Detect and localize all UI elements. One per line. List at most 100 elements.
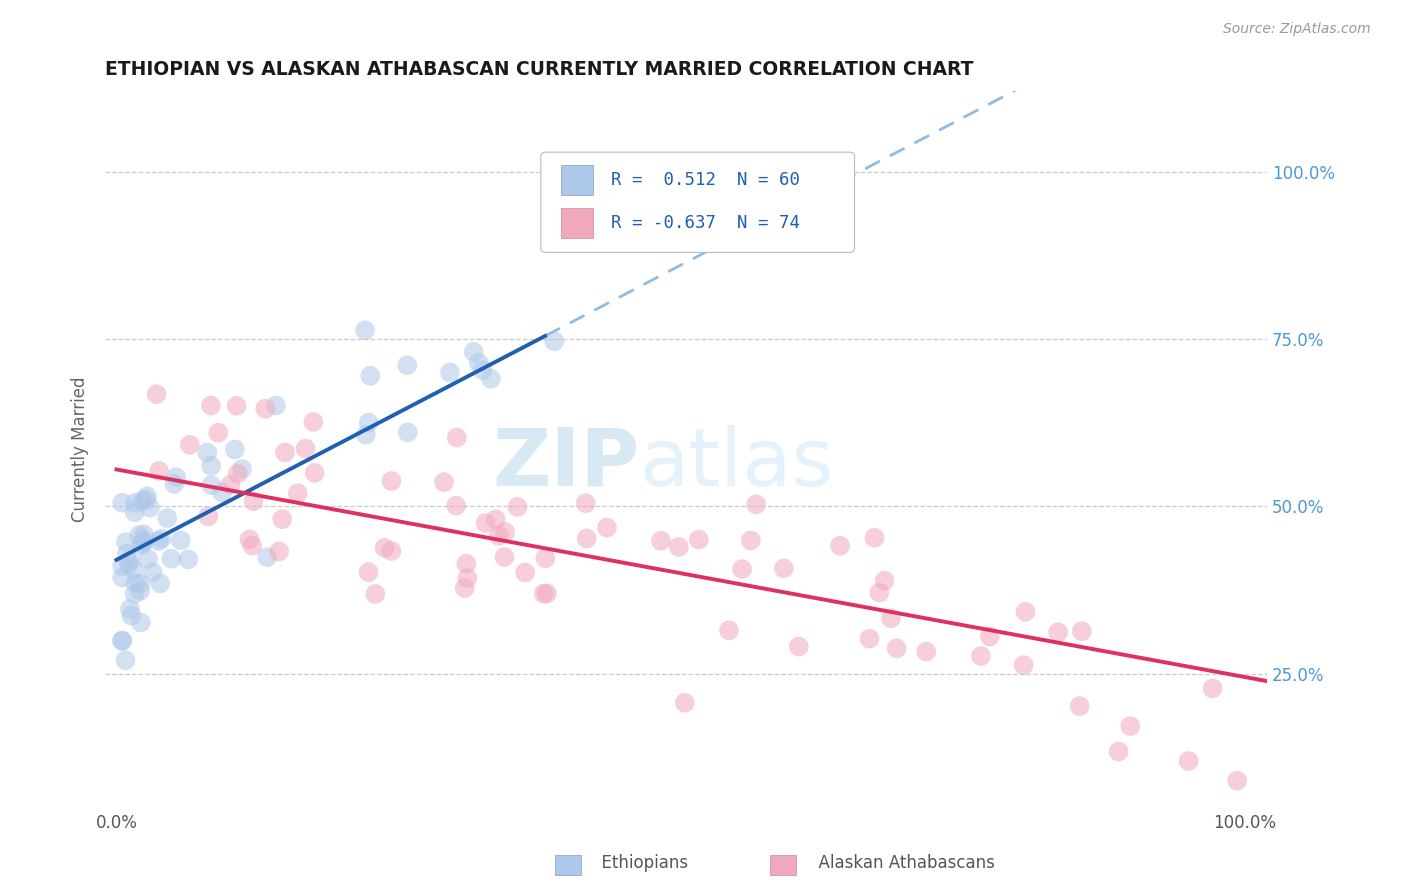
Point bbox=[129, 576, 152, 591]
Point bbox=[240, 539, 263, 553]
Point bbox=[132, 527, 155, 541]
Point bbox=[179, 438, 201, 452]
Point bbox=[128, 528, 150, 542]
Point bbox=[145, 387, 167, 401]
Point bbox=[506, 500, 529, 514]
Point bbox=[668, 540, 690, 554]
Point bbox=[873, 574, 896, 588]
Point bbox=[302, 415, 325, 429]
Point bbox=[456, 557, 478, 571]
Point bbox=[294, 442, 316, 456]
Text: Source: ZipAtlas.com: Source: ZipAtlas.com bbox=[1223, 22, 1371, 37]
Point bbox=[1177, 754, 1199, 768]
Point bbox=[463, 345, 485, 359]
Point bbox=[177, 552, 200, 566]
Point bbox=[1201, 681, 1223, 696]
Point bbox=[122, 562, 145, 576]
Point bbox=[863, 531, 886, 545]
Point bbox=[131, 493, 153, 508]
Point bbox=[1069, 699, 1091, 714]
Point bbox=[111, 633, 134, 648]
Point bbox=[111, 570, 134, 584]
Point bbox=[269, 544, 291, 558]
Point bbox=[1014, 605, 1036, 619]
Point bbox=[271, 512, 294, 526]
Point bbox=[224, 442, 246, 457]
Point bbox=[156, 511, 179, 525]
Bar bbox=[561, 208, 593, 238]
Point bbox=[596, 520, 619, 534]
Point bbox=[787, 640, 810, 654]
Point bbox=[200, 399, 222, 413]
Point bbox=[740, 533, 762, 548]
Point bbox=[124, 496, 146, 510]
Point bbox=[274, 445, 297, 459]
Point bbox=[200, 458, 222, 473]
Point bbox=[115, 535, 138, 549]
Point bbox=[880, 611, 903, 625]
Point bbox=[256, 550, 278, 565]
Point bbox=[219, 477, 242, 491]
Point bbox=[132, 535, 155, 549]
Text: atlas: atlas bbox=[640, 425, 834, 503]
Point bbox=[136, 552, 159, 566]
Point bbox=[120, 608, 142, 623]
Point bbox=[111, 633, 134, 648]
Point bbox=[354, 427, 377, 442]
Text: Ethiopians: Ethiopians bbox=[591, 855, 688, 872]
Point bbox=[304, 466, 326, 480]
Point bbox=[111, 559, 134, 574]
Point bbox=[380, 474, 402, 488]
Point bbox=[886, 641, 908, 656]
Point bbox=[1012, 658, 1035, 673]
Point bbox=[454, 581, 477, 595]
FancyBboxPatch shape bbox=[541, 153, 855, 252]
Point bbox=[165, 470, 187, 484]
Point bbox=[536, 586, 558, 600]
Point bbox=[650, 533, 672, 548]
Point bbox=[124, 587, 146, 601]
Point bbox=[163, 476, 186, 491]
Point bbox=[446, 499, 468, 513]
Point bbox=[254, 401, 277, 416]
Point bbox=[543, 334, 565, 349]
Point bbox=[197, 509, 219, 524]
Point bbox=[124, 575, 146, 590]
Point bbox=[129, 615, 152, 630]
Point bbox=[745, 497, 768, 511]
Point bbox=[357, 416, 380, 430]
Text: R = -0.637  N = 74: R = -0.637 N = 74 bbox=[610, 214, 800, 232]
Point bbox=[211, 485, 233, 500]
Point bbox=[118, 557, 141, 571]
Point bbox=[357, 565, 380, 579]
Point bbox=[718, 624, 741, 638]
Point bbox=[731, 562, 754, 576]
Point bbox=[471, 363, 494, 377]
Point bbox=[359, 368, 381, 383]
Point bbox=[488, 529, 510, 543]
Point bbox=[772, 561, 794, 575]
Point bbox=[474, 516, 496, 530]
Point bbox=[114, 653, 136, 667]
Point bbox=[207, 425, 229, 440]
Point bbox=[118, 602, 141, 616]
Point bbox=[115, 547, 138, 561]
Point bbox=[150, 532, 173, 546]
Point bbox=[485, 512, 508, 526]
Point bbox=[970, 648, 993, 663]
Point bbox=[160, 551, 183, 566]
Point bbox=[264, 399, 287, 413]
Point bbox=[139, 500, 162, 515]
Point bbox=[170, 533, 193, 548]
Point bbox=[446, 431, 468, 445]
Point bbox=[868, 585, 890, 599]
Point bbox=[1070, 624, 1092, 639]
Point bbox=[242, 494, 264, 508]
Point bbox=[148, 464, 170, 478]
Text: Alaskan Athabascans: Alaskan Athabascans bbox=[808, 855, 995, 872]
Point bbox=[131, 538, 153, 552]
Point bbox=[225, 399, 247, 413]
Point bbox=[494, 549, 516, 564]
Text: R =  0.512  N = 60: R = 0.512 N = 60 bbox=[610, 171, 800, 189]
Point bbox=[494, 524, 516, 539]
